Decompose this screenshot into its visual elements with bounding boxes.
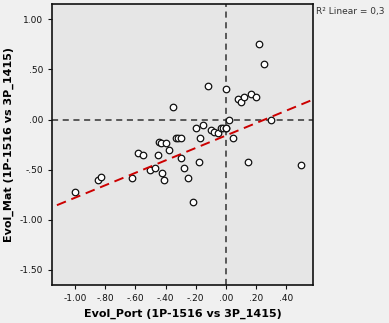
Text: R² Linear = 0,3: R² Linear = 0,3	[316, 7, 384, 16]
Point	[218, 125, 224, 130]
Point	[177, 135, 184, 140]
Point	[215, 130, 221, 135]
Point	[223, 125, 229, 130]
Point	[159, 170, 166, 175]
Point	[155, 152, 161, 157]
Point	[165, 147, 172, 152]
Point	[189, 199, 196, 204]
Point	[152, 165, 158, 170]
Point	[248, 92, 254, 97]
Point	[197, 135, 203, 140]
Point	[235, 97, 241, 102]
Point	[298, 162, 304, 167]
Point	[220, 125, 226, 130]
Point	[241, 95, 247, 100]
Point	[177, 155, 184, 160]
Point	[180, 165, 187, 170]
Y-axis label: Evol_Mat (1P-1516 vs 3P_1415): Evol_Mat (1P-1516 vs 3P_1415)	[4, 47, 14, 242]
Point	[129, 175, 135, 180]
Point	[260, 62, 266, 67]
Point	[98, 174, 104, 179]
Point	[205, 84, 211, 89]
Point	[256, 42, 262, 47]
Point	[211, 129, 217, 134]
Point	[135, 150, 142, 155]
Point	[170, 105, 176, 110]
Point	[161, 177, 167, 182]
Point	[193, 125, 199, 130]
Point	[196, 159, 202, 164]
Point	[245, 159, 252, 164]
Point	[253, 95, 259, 100]
Point	[200, 122, 206, 127]
Point	[223, 125, 229, 130]
Point	[95, 177, 101, 182]
Point	[147, 167, 154, 172]
Point	[72, 189, 78, 194]
Point	[268, 117, 274, 122]
Point	[223, 87, 229, 92]
Point	[174, 135, 180, 140]
X-axis label: Evol_Port (1P-1516 vs 3P_1415): Evol_Port (1P-1516 vs 3P_1415)	[84, 308, 282, 319]
Point	[185, 175, 191, 180]
Point	[238, 100, 244, 105]
Point	[156, 139, 163, 144]
Point	[158, 140, 164, 145]
Point	[230, 135, 237, 140]
Point	[162, 140, 168, 145]
Point	[140, 152, 146, 157]
Point	[208, 127, 214, 132]
Point	[226, 117, 232, 122]
Point	[173, 135, 179, 140]
